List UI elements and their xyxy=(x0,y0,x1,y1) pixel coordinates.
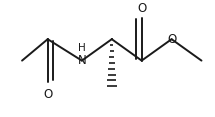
Text: O: O xyxy=(167,33,176,46)
Text: H: H xyxy=(78,43,86,53)
Text: O: O xyxy=(43,88,52,101)
Text: N: N xyxy=(77,54,86,67)
Text: O: O xyxy=(137,2,146,15)
